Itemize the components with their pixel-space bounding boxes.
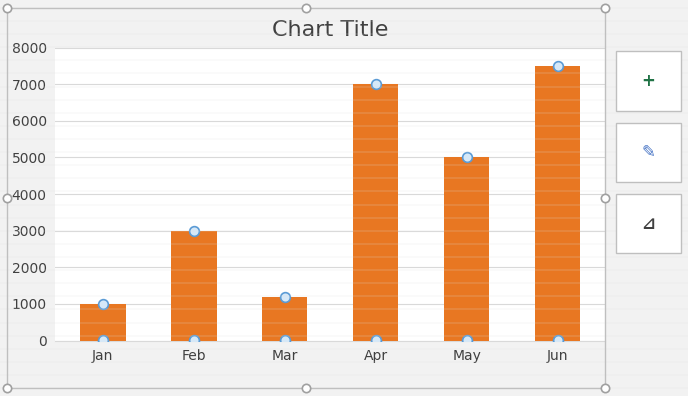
Text: +: +	[641, 72, 656, 90]
Bar	[616, 123, 681, 182]
Bar	[353, 84, 398, 341]
Bar	[535, 66, 581, 341]
Text: ⊿: ⊿	[641, 215, 656, 233]
Bar	[80, 304, 125, 341]
Bar	[262, 297, 308, 341]
Title: Chart Title: Chart Title	[272, 21, 389, 40]
Bar	[616, 194, 681, 253]
Bar	[171, 230, 217, 341]
Bar	[444, 157, 489, 341]
Bar	[616, 51, 681, 111]
Text: ✎: ✎	[641, 143, 656, 162]
Bar	[555, 340, 561, 341]
